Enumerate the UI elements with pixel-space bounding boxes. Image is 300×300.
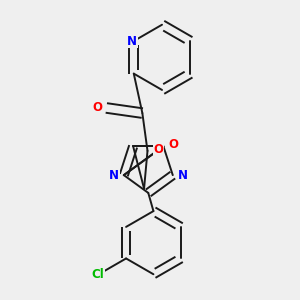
Text: O: O xyxy=(93,101,103,115)
Text: O: O xyxy=(154,142,164,156)
Text: O: O xyxy=(168,138,178,151)
Text: N: N xyxy=(127,34,137,47)
Text: Cl: Cl xyxy=(91,268,104,281)
Text: N: N xyxy=(109,169,119,182)
Text: N: N xyxy=(177,169,188,182)
